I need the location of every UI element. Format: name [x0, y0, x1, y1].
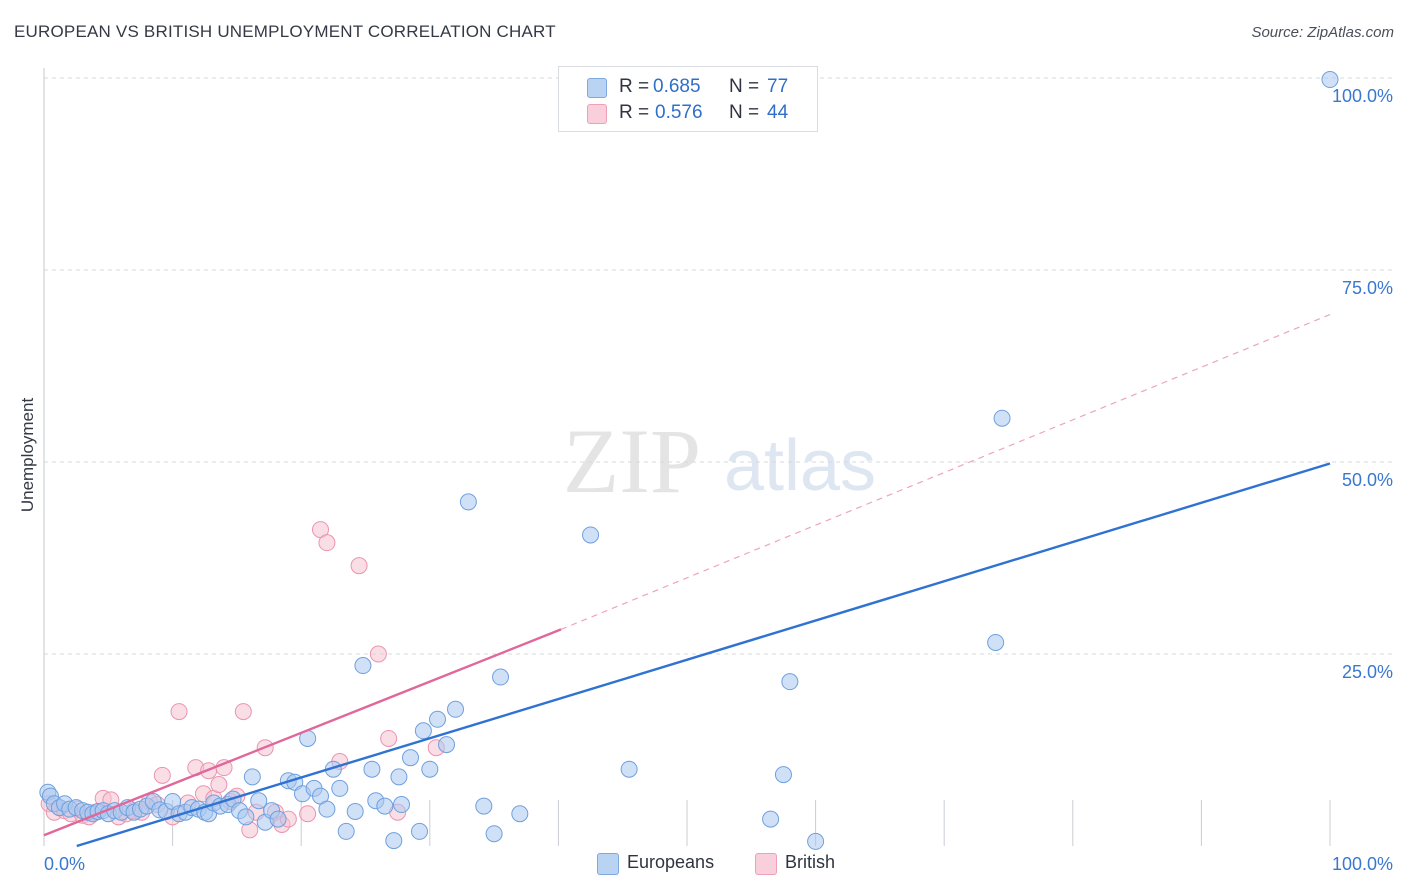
x-tick-label: 100.0%	[1332, 854, 1393, 874]
british-point	[369, 645, 387, 663]
europeans-point	[447, 700, 465, 718]
europeans-point	[421, 760, 439, 778]
tick-labels: 25.0% 50.0% 75.0% 100.0% 0.0% 100.0%	[44, 86, 1393, 874]
europeans-point	[781, 673, 799, 691]
europeans-point	[250, 792, 268, 810]
europeans-point	[511, 805, 529, 823]
british-point	[380, 729, 398, 747]
source-label: Source: ZipAtlas.com	[1251, 24, 1394, 41]
europeans-point	[393, 796, 411, 814]
watermark-zip: ZIP	[563, 410, 701, 512]
british-point	[170, 703, 188, 721]
legend-n-value: 77	[767, 76, 789, 97]
europeans-point	[411, 822, 429, 840]
legend-n-value: 44	[767, 102, 789, 123]
europeans-point	[620, 760, 638, 778]
europeans-point	[414, 722, 432, 740]
europeans-point	[269, 810, 287, 828]
british-trend-line	[43, 628, 562, 837]
europeans-point	[438, 736, 456, 754]
grid-lines	[44, 77, 1392, 655]
british-point	[234, 703, 252, 721]
europeans-point	[354, 657, 372, 675]
europeans-point	[402, 749, 420, 767]
legend-r-label: R =	[619, 76, 650, 97]
europeans-point	[331, 779, 349, 797]
british-legend-swatch	[755, 853, 777, 875]
europeans-trend-line	[76, 462, 1331, 848]
europeans-point	[363, 760, 381, 778]
legend-n-label: N =	[729, 102, 760, 123]
europeans-point	[376, 797, 394, 815]
y-tick-label: 100.0%	[1332, 86, 1393, 106]
europeans-point	[337, 822, 355, 840]
europeans-point	[1321, 71, 1339, 89]
europeans-point	[993, 409, 1011, 427]
y-axis-label: Unemployment	[18, 397, 37, 513]
british-legend-label: British	[785, 852, 836, 872]
british-point	[153, 766, 171, 784]
legend-r-value: 0.685	[653, 76, 701, 97]
europeans-point	[459, 493, 477, 511]
europeans-point	[762, 810, 780, 828]
chart-title: EUROPEAN VS BRITISH UNEMPLOYMENT CORRELA…	[14, 22, 556, 41]
trend-lines	[43, 313, 1331, 848]
europeans-point	[987, 633, 1005, 651]
y-tick-label: 25.0%	[1342, 662, 1393, 682]
europeans-point	[237, 808, 255, 826]
europeans-point	[346, 802, 364, 820]
europeans-point	[390, 768, 408, 786]
british-point	[299, 805, 317, 823]
x-tick-label: 0.0%	[44, 854, 85, 874]
europeans-point	[485, 825, 503, 843]
y-tick-label: 75.0%	[1342, 278, 1393, 298]
y-tick-label: 50.0%	[1342, 470, 1393, 490]
europeans-point	[582, 526, 600, 544]
british-point	[210, 776, 228, 794]
british-point	[318, 534, 336, 552]
british-point	[350, 557, 368, 575]
watermark-atlas: atlas	[724, 426, 876, 506]
europeans-point	[475, 797, 493, 815]
legend-r-label: R =	[619, 102, 650, 123]
europeans-point	[492, 668, 510, 686]
legend-r-value: 0.576	[655, 102, 703, 123]
british-swatch	[587, 104, 607, 124]
europeans-point	[774, 766, 792, 784]
europeans-swatch	[587, 78, 607, 98]
europeans-point	[385, 832, 403, 850]
europeans-point	[243, 768, 261, 786]
axes	[43, 68, 1331, 846]
europeans-points	[39, 71, 1339, 850]
europeans-point	[318, 800, 336, 818]
british-points	[40, 521, 445, 839]
stats-legend: R = 0.685 N = 77 R = 0.576 N = 44	[558, 66, 818, 132]
europeans-point	[429, 710, 447, 728]
europeans-legend-swatch	[597, 853, 619, 875]
watermark: ZIP atlas	[563, 410, 876, 512]
europeans-legend-label: Europeans	[627, 852, 715, 872]
europeans-point	[807, 832, 825, 850]
legend-n-label: N =	[729, 76, 760, 97]
